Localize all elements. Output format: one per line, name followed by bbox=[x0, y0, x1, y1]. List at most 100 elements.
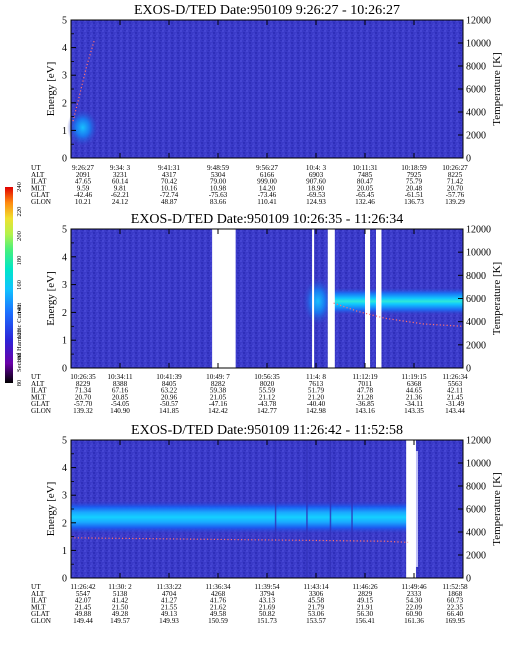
orbit-cell: 63.22 bbox=[161, 387, 178, 395]
orbit-cell: 124.93 bbox=[306, 198, 326, 206]
y-tick-label: 4 bbox=[62, 252, 67, 263]
orbit-cell: 7011 bbox=[358, 380, 373, 388]
y-tick-label: 1 bbox=[62, 126, 67, 137]
orbit-cell: 21.05 bbox=[210, 393, 227, 401]
orbit-cell: 20.70 bbox=[75, 393, 92, 401]
orbit-cell: -65.45 bbox=[356, 191, 375, 199]
orbit-cell: 47.65 bbox=[75, 178, 92, 186]
y2-tick-label: 4000 bbox=[466, 317, 486, 328]
y-axis-label: Energy [eV] bbox=[45, 482, 57, 536]
orbit-cell: 20.48 bbox=[406, 184, 423, 192]
orbit-cell: 21.69 bbox=[259, 603, 276, 611]
orbit-cell: 55.59 bbox=[259, 387, 276, 395]
orbit-cell: 907.60 bbox=[306, 178, 326, 186]
orbit-cell: 60.73 bbox=[447, 597, 464, 605]
orbit-cell: -69.53 bbox=[307, 191, 326, 199]
orbit-cell: 83.66 bbox=[210, 198, 227, 206]
orbit-cell: 7613 bbox=[309, 380, 324, 388]
temperature-trace bbox=[70, 537, 409, 543]
orbit-cell: 156.41 bbox=[355, 617, 375, 625]
orbit-cell: 2091 bbox=[76, 171, 91, 179]
orbit-cell: 151.73 bbox=[257, 617, 277, 625]
orbit-cell: 10:26:27 bbox=[442, 164, 468, 172]
y2-tick-label: 2000 bbox=[466, 551, 486, 562]
orbit-cell: 8388 bbox=[113, 380, 128, 388]
orbit-cell: 11:33:22 bbox=[156, 583, 182, 591]
orbit-cell: 21.45 bbox=[75, 603, 92, 611]
y2-tick-label: 12000 bbox=[466, 225, 491, 236]
colorbar: 80 100 120 140 160 180 200 220 240 Second Harmon… bbox=[5, 181, 23, 386]
orbit-cell: 21.50 bbox=[112, 603, 129, 611]
orbit-cell: 10.16 bbox=[161, 184, 178, 192]
orbit-table: UTALTILATMLTGLATGLON11:26:42554742.0721.… bbox=[31, 583, 468, 625]
orbit-cell: 6166 bbox=[260, 171, 275, 179]
y-tick-label: 2 bbox=[62, 98, 67, 109]
colorbar-tick-label: 220 bbox=[16, 206, 23, 217]
orbit-cell: 4704 bbox=[162, 590, 177, 598]
orbit-cell: 11:4: 8 bbox=[306, 373, 326, 381]
spectrogram-background bbox=[71, 20, 463, 158]
orbit-cell: 10:4: 3 bbox=[306, 164, 327, 172]
orbit-cell: 71.42 bbox=[447, 178, 464, 186]
orbit-cell: 2333 bbox=[407, 590, 422, 598]
orbit-cell: -54.05 bbox=[111, 400, 130, 408]
orbit-cell: 5547 bbox=[76, 590, 91, 598]
orbit-row-label: GLAT bbox=[31, 610, 50, 618]
orbit-cell: 110.41 bbox=[257, 198, 277, 206]
orbit-cell: 49.88 bbox=[75, 610, 92, 618]
orbit-cell: 150.59 bbox=[208, 617, 228, 625]
orbit-cell: 51.79 bbox=[308, 387, 325, 395]
orbit-cell: 9.59 bbox=[77, 184, 90, 192]
panel-title: EXOS-D/TED Date:950109 10:26:35 - 11:26:… bbox=[131, 212, 403, 227]
colorbar-ticks: 80 100 120 140 160 180 200 220 240 bbox=[16, 181, 23, 386]
orbit-cell: 10.21 bbox=[75, 198, 92, 206]
y-tick-label: 5 bbox=[62, 436, 67, 447]
colorbar-tick-label: 200 bbox=[16, 230, 23, 241]
panel-3: EXOS-D/TED Date:950109 11:26:42 - 11:52:… bbox=[31, 423, 503, 625]
data-gap bbox=[327, 229, 335, 368]
orbit-cell: 67.16 bbox=[112, 387, 129, 395]
orbit-cell: 132.46 bbox=[355, 198, 375, 206]
orbit-cell: 75.79 bbox=[406, 178, 423, 186]
y2-tick-label: 10000 bbox=[466, 248, 491, 259]
orbit-cell: 60.90 bbox=[406, 610, 423, 618]
orbit-cell: 20.70 bbox=[447, 184, 464, 192]
orbit-cell: 161.36 bbox=[404, 617, 424, 625]
panel-1: EXOS-D/TED Date:950109 9:26:27 - 10:26:2… bbox=[31, 3, 503, 206]
orbit-cell: 169.95 bbox=[445, 617, 465, 625]
orbit-cell: 49.28 bbox=[112, 610, 129, 618]
orbit-cell: 140.90 bbox=[110, 407, 130, 415]
panel-title: EXOS-D/TED Date:950109 11:26:42 - 11:52:… bbox=[131, 423, 403, 438]
orbit-cell: 4317 bbox=[162, 171, 177, 179]
data-gap bbox=[312, 229, 315, 368]
y2-axis-label: Temperature [K] bbox=[491, 472, 503, 545]
y2-tick-label: 6000 bbox=[466, 294, 486, 305]
colorbar-tick-label: 140 bbox=[16, 304, 23, 315]
orbit-cell: 9:48:59 bbox=[207, 164, 229, 172]
y2-tick-label: 4000 bbox=[466, 528, 486, 539]
orbit-cell: -73.46 bbox=[258, 191, 277, 199]
orbit-cell: 70.42 bbox=[161, 178, 178, 186]
orbit-cell: 11:39:54 bbox=[254, 583, 280, 591]
y-tick-label: 5 bbox=[62, 16, 67, 27]
colorbar-tick-label: 180 bbox=[16, 255, 23, 266]
colorbar-label: Second Harmonic Current bbox=[16, 303, 23, 372]
orbit-cell: 11:26:34 bbox=[442, 373, 468, 381]
orbit-cell: 11:49:46 bbox=[401, 583, 427, 591]
orbit-cell: 139.29 bbox=[445, 198, 465, 206]
orbit-row-label: GLAT bbox=[31, 191, 50, 199]
orbit-row-label: MLT bbox=[31, 184, 46, 192]
orbit-cell: 10:49: 7 bbox=[206, 373, 230, 381]
orbit-cell: 53.06 bbox=[308, 610, 325, 618]
orbit-cell: 49.13 bbox=[161, 610, 178, 618]
orbit-cell: 71.34 bbox=[75, 387, 92, 395]
orbit-cell: 143.35 bbox=[404, 407, 424, 415]
orbit-cell: 9:56:27 bbox=[256, 164, 278, 172]
orbit-cell: -42.46 bbox=[74, 191, 93, 199]
orbit-table: UTALTILATMLTGLATGLON10:26:35822971.3420.… bbox=[31, 373, 468, 415]
orbit-cell: -36.85 bbox=[356, 400, 375, 408]
orbit-cell: 11:43:14 bbox=[303, 583, 329, 591]
orbit-row-label: MLT bbox=[31, 603, 46, 611]
orbit-row-label: MLT bbox=[31, 393, 46, 401]
